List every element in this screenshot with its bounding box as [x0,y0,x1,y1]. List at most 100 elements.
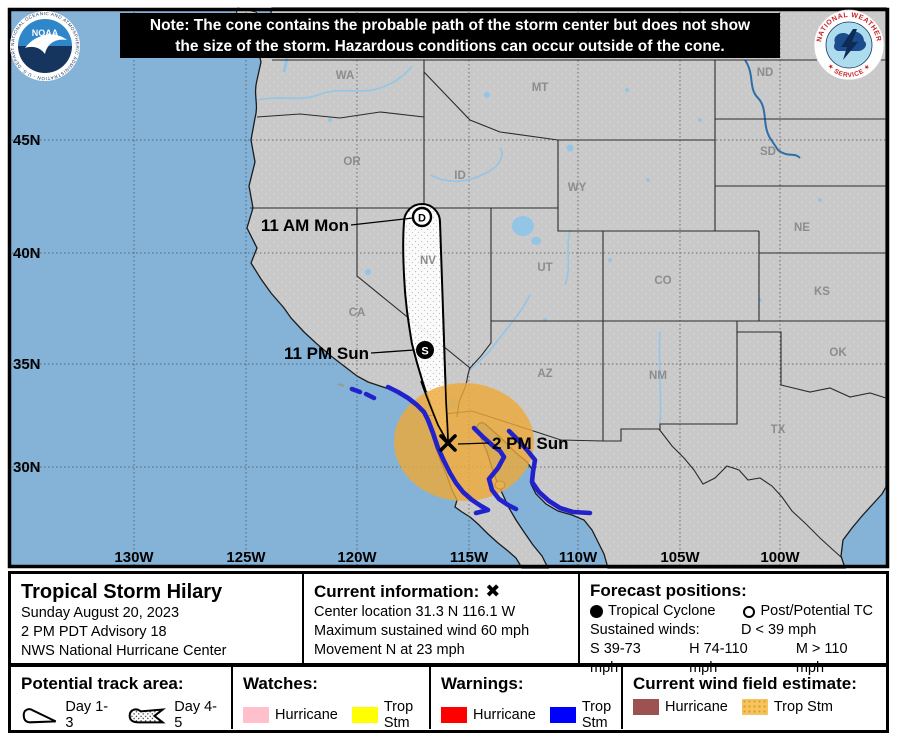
wind-field-header: Current wind field estimate: [633,674,857,693]
warnings-cell: Warnings: Hurricane Trop Stm [431,667,623,731]
state-label: SD [760,146,776,158]
lon-label-115w: 115W [450,549,489,566]
hurricane-warning-label: Hurricane [473,707,536,723]
storm-agency: NWS National Hurricane Center [21,643,227,659]
tropstorm-warning-swatch [549,707,576,723]
current-position-x-icon [439,434,457,452]
storm-info-cell: Tropical Storm Hilary Sunday August 20, … [11,574,304,663]
day13-cone-icon [22,708,57,724]
current-info-header-text: Current information: [314,582,480,601]
state-label: TX [771,424,786,436]
post-potential-tc-icon [743,605,756,618]
state-label: CO [654,275,671,287]
legend-row: Potential track area: Day 1-3 Day 4-5 Wa… [11,667,886,731]
info-panel: Tropical Storm Hilary Sunday August 20, … [8,571,889,733]
state-label: WY [568,182,587,194]
state-label: MT [532,82,549,94]
tropical-cyclone-label: Tropical Cyclone [608,603,716,619]
potential-track-header: Potential track area: [21,674,184,693]
graticule [8,8,889,568]
current-info-header: Current information: ✖ [314,580,570,603]
tropstorm-windfield-swatch [741,699,768,715]
movement: Movement N at 23 mph [314,642,465,658]
state-label: NM [649,370,667,382]
storm-title: Tropical Storm Hilary [21,581,223,603]
storm-date: Sunday August 20, 2023 [21,605,180,621]
state-label: CA [349,307,366,319]
hurricane-warning-swatch [441,707,467,723]
forecast-positions-cell: Forecast positions: Tropical Cyclone Pos… [580,574,886,676]
lat-label-45n: 45N [13,132,41,149]
marker-tropical-cyclone: S [416,341,434,359]
wind-range-h: H 74-110 mph [689,641,748,676]
state-label: ND [757,67,774,79]
current-position-icon: ✖ [485,581,501,601]
lon-label-125w: 125W [226,549,266,566]
lat-label-30n: 30N [13,459,41,476]
tropstorm-watch-swatch [351,707,378,723]
state-label: UT [537,262,552,274]
warnings-header: Warnings: [441,674,524,693]
forecast-positions-header: Forecast positions: [590,581,747,600]
marker-s-label: S [421,346,428,358]
rivers [257,59,801,425]
note-line-1: Note: The cone contains the probable pat… [149,17,751,34]
marker-d-label: D [418,213,426,225]
wind-field-orange [394,383,534,501]
tropstorm-windfield-label: Trop Stm [773,699,833,715]
day45-label: Day 4-5 [174,699,218,731]
wind-range-m: M > 110 mph [795,641,848,676]
state-labels: WA OR CA NV ID MT WY UT AZ ND SD NE CO N… [336,67,848,436]
tropical-cyclone-icon [590,605,603,618]
lon-label-110w: 110W [559,549,598,566]
lat-label-40n: 40N [13,245,41,262]
lat-label-35n: 35N [13,356,41,373]
hurricane-windfield-swatch [633,699,659,715]
warning-lines [349,384,593,516]
info-row-storm: Tropical Storm Hilary Sunday August 20, … [11,574,886,676]
watches-cell: Watches: Hurricane Trop Stm [233,667,431,731]
noaa-logo: NATIONAL OCEANIC AND ATMOSPHERIC ADMINIS… [10,11,80,81]
marker-post-tc: D [411,206,433,228]
tropstorm-warning-label: Trop Stm [581,699,612,731]
track-label-11pm-sun: 11 PM Sun [284,344,369,363]
day13-label: Day 1-3 [65,699,109,731]
hurricane-watch-label: Hurricane [275,707,338,723]
tropstorm-watch-label: Trop Stm [383,699,414,731]
state-label: AZ [537,368,552,380]
nws-logo: NATIONAL WEATHER ★ SERVICE ★ [813,9,885,81]
state-label: OK [829,347,847,359]
state-label: NE [794,222,810,234]
wind-field-cell: Current wind field estimate: Hurricane T… [623,667,886,729]
forecast-cone-outline [420,309,449,444]
wind-range-d: D < 39 mph [741,622,817,638]
post-potential-tc-label: Post/Potential TC [760,603,874,619]
max-sustained-wind: Maximum sustained wind 60 mph [314,623,530,639]
day45-cone-icon [128,708,167,724]
watches-header: Watches: [243,674,318,693]
note-banner: Note: The cone contains the probable pat… [120,13,780,58]
state-label: NV [420,255,436,267]
storm-advisory: 2 PM PDT Advisory 18 [21,624,167,640]
lon-label-100w: 100W [760,549,800,566]
map-border [7,7,890,569]
sustained-winds-label: Sustained winds: [590,622,700,638]
wind-range-s: S 39-73 mph [590,641,641,676]
noaa-wordmark: NOAA [32,28,59,38]
lon-label-120w: 120W [337,549,377,566]
lon-label-105w: 105W [660,549,700,566]
track-label-11am-mon: 11 AM Mon [261,216,349,235]
track-label-2pm-sun: 2 PM Sun [492,434,569,453]
note-line-2: the size of the storm. Hazardous conditi… [175,38,725,55]
center-location: Center location 31.3 N 116.1 W [314,604,516,620]
state-label: OR [343,156,361,168]
state-label: ID [454,170,466,182]
state-borders [250,59,887,558]
hurricane-windfield-label: Hurricane [665,699,728,715]
current-info-cell: Current information: ✖ Center location 31… [304,574,580,663]
hurricane-watch-swatch [243,707,269,723]
potential-track-cell: Potential track area: Day 1-3 Day 4-5 [11,667,233,731]
state-label: WA [336,70,355,82]
leader-lines [350,217,490,445]
